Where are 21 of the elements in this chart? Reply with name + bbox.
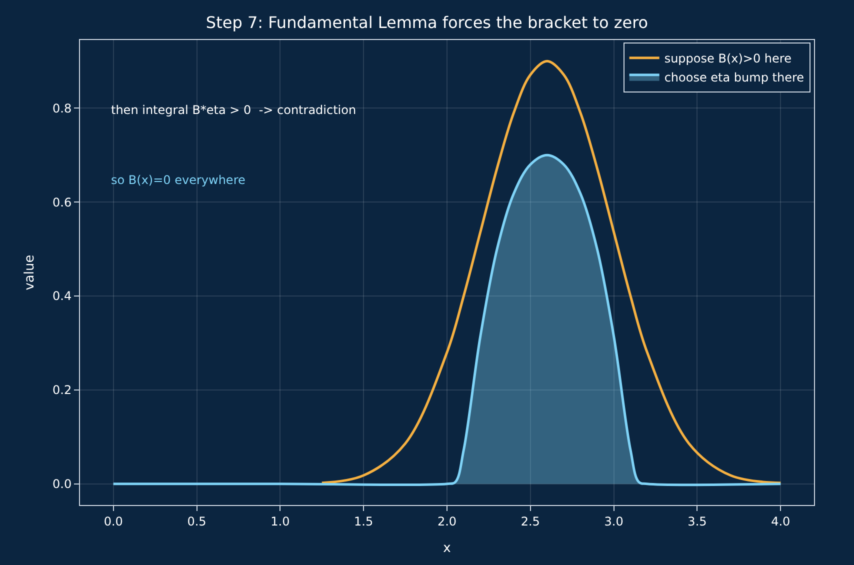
x-tick-label: 3.5: [688, 514, 707, 528]
legend-label: choose eta bump there: [664, 70, 804, 85]
annotation: so B(x)=0 everywhere: [111, 173, 246, 187]
x-tick-label: 2.0: [437, 514, 457, 528]
y-tick-label: 0.2: [52, 383, 72, 398]
chart-title: Step 7: Fundamental Lemma forces the bracket to zero: [206, 13, 648, 32]
y-tick-label: 0.4: [52, 289, 72, 304]
y-tick-label: 0.6: [52, 195, 72, 210]
x-tick-label: 1.0: [270, 514, 290, 528]
x-axis-title: x: [443, 541, 452, 556]
annotation: then integral B*eta > 0 -> contradiction: [111, 103, 356, 117]
x-tick-label: 4.0: [771, 514, 790, 528]
y-tick-label: 0.8: [52, 101, 72, 116]
legend-label: suppose B(x)>0 here: [664, 52, 792, 66]
x-tick-label: 0.5: [187, 514, 206, 528]
x-tick-label: 1.5: [354, 514, 374, 528]
x-tick-label: 3.0: [604, 514, 624, 528]
y-tick-label: 0.0: [52, 477, 72, 492]
x-tick-label: 2.5: [520, 514, 540, 528]
x-tick-label: 0.0: [104, 514, 123, 528]
y-axis-title: value: [22, 254, 38, 290]
